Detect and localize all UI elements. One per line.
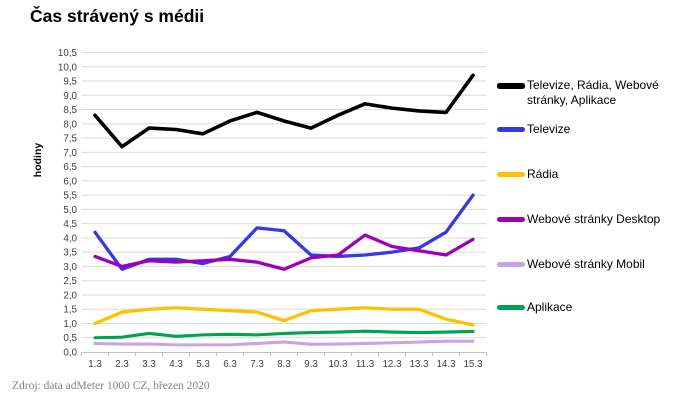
legend-marker-icon <box>497 172 525 177</box>
legend-label: Rádia <box>527 167 559 181</box>
x-tick-label: 2.3 <box>115 359 129 370</box>
legend-item-1: Televize <box>497 122 693 137</box>
series-line-5 <box>93 329 475 340</box>
y-tick-label: 7,0 <box>63 148 77 159</box>
y-tick-label: 4,5 <box>63 219 77 230</box>
x-tick-label: 6.3 <box>223 359 237 370</box>
series-line-3 <box>93 233 475 271</box>
y-tick-label: 2,0 <box>63 290 77 301</box>
y-tick-label: 8,0 <box>63 119 77 130</box>
x-tick-label: 11.3 <box>356 359 375 370</box>
legend-marker-icon <box>497 305 525 310</box>
y-tick-label: 0,5 <box>63 333 77 344</box>
x-tick-label: 14.3 <box>436 359 456 370</box>
y-tick-label: 5,5 <box>63 191 77 202</box>
x-tick-label: 4.3 <box>169 359 183 370</box>
legend-item-3: Webové stránky Desktop <box>497 212 693 227</box>
y-tick-label: 7,5 <box>63 134 77 145</box>
source-note: Zdroj: data adMeter 1000 CZ, březen 2020 <box>12 380 210 392</box>
x-tick-label: 7.3 <box>250 359 264 370</box>
x-tick-label: 1.3 <box>88 359 102 370</box>
y-tick-label: 10,5 <box>58 48 78 59</box>
y-tick-label: 6,5 <box>63 162 77 173</box>
legend-marker-icon <box>497 127 525 132</box>
legend-label: Webové stránky Mobil <box>527 257 645 271</box>
x-tick-label: 12.3 <box>382 359 402 370</box>
series-line-1 <box>93 193 475 271</box>
x-tick-label: 5.3 <box>196 359 210 370</box>
y-tick-label: 9,5 <box>63 77 77 88</box>
legend-marker-icon <box>497 82 525 89</box>
y-tick-label: 9,0 <box>63 91 77 102</box>
x-tick-label: 8.3 <box>277 359 291 370</box>
legend-label: Aplikace <box>527 300 573 314</box>
legend-item-0: Televize, Rádia, Webové stránky, Aplikac… <box>497 78 693 108</box>
legend: Televize, Rádia, Webové stránky, Aplikac… <box>497 0 697 360</box>
x-tick-label: 3.3 <box>142 359 156 370</box>
y-tick-label: 3,5 <box>63 248 77 259</box>
x-tick-label: 10.3 <box>328 359 348 370</box>
page-title: Čas strávený s médii <box>30 6 205 26</box>
legend-label: Televize <box>527 122 571 136</box>
legend-marker-icon <box>497 217 525 222</box>
legend-marker-icon <box>497 262 525 267</box>
y-tick-label: 5,0 <box>63 205 77 216</box>
y-tick-label: 1,0 <box>63 319 77 330</box>
y-tick-label: 6,0 <box>63 176 77 187</box>
y-tick-label: 2,5 <box>63 276 77 287</box>
y-tick-label: 10,0 <box>58 62 78 73</box>
y-tick-label: 4,0 <box>63 233 77 244</box>
y-tick-label: 1,5 <box>63 305 77 316</box>
legend-item-2: Rádia <box>497 167 693 182</box>
series-line-4 <box>93 339 475 347</box>
legend-item-5: Aplikace <box>497 300 693 315</box>
legend-item-4: Webové stránky Mobil <box>497 257 693 272</box>
x-tick-label: 9.3 <box>304 359 318 370</box>
x-tick-label: 13.3 <box>409 359 429 370</box>
legend-label: Webové stránky Desktop <box>527 212 661 226</box>
y-tick-label: 0,0 <box>63 348 77 359</box>
x-tick-label: 15.3 <box>463 359 483 370</box>
legend-label: Televize, Rádia, Webové stránky, Aplikac… <box>527 78 659 107</box>
y-tick-label: 3,0 <box>63 262 77 273</box>
series-line-0 <box>93 73 475 149</box>
y-tick-label: 8,5 <box>63 105 77 116</box>
series-line-2 <box>93 306 475 327</box>
